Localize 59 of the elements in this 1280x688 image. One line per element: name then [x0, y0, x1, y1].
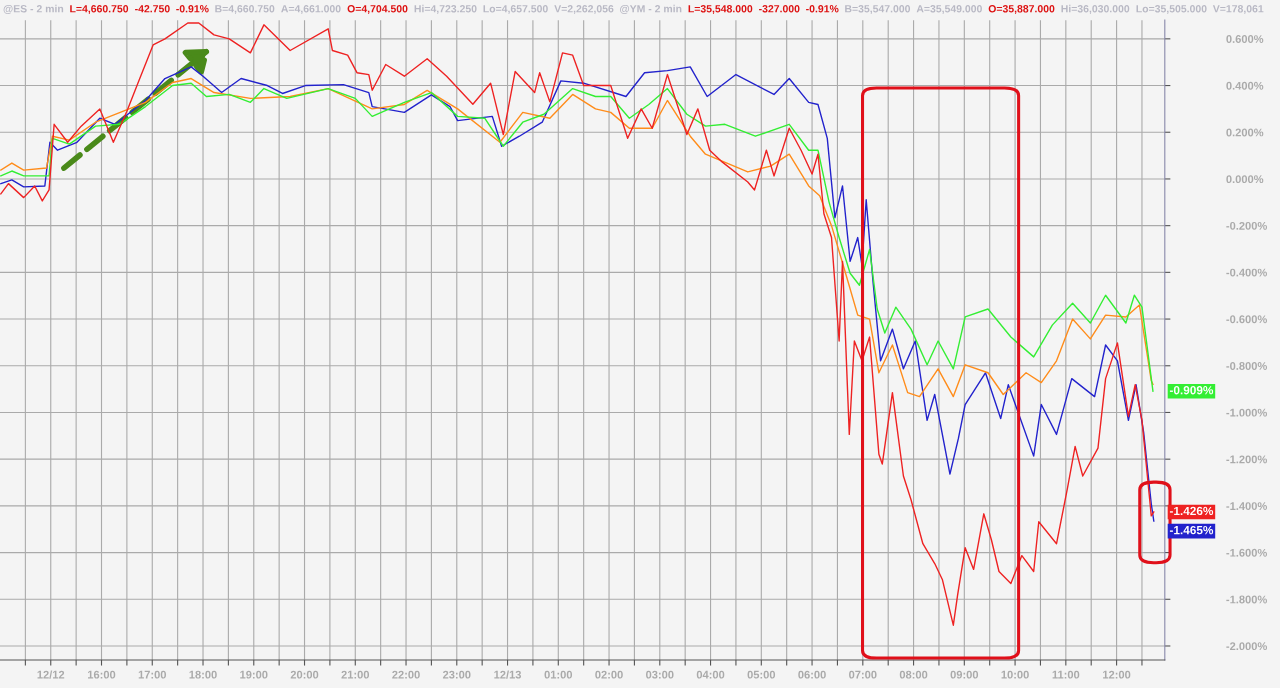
data-label: -1.426% — [1169, 506, 1214, 516]
x-tick-label: 02:00 — [595, 670, 623, 679]
text: O=35,887.000 — [988, 5, 1055, 14]
text: V=2,262,056 — [554, 5, 614, 14]
y-tick-label: -2.000% — [1226, 642, 1267, 651]
x-tick-label: 08:00 — [899, 670, 928, 679]
x-tick-label: 03:00 — [646, 670, 674, 679]
text: V=178,061 — [1212, 5, 1264, 14]
text: Hi=4,723.250 — [414, 4, 477, 14]
x-tick-label: 07:00 — [849, 670, 877, 679]
x-tick-label: 12/12 — [37, 670, 65, 679]
y-tick-label: -0.200% — [1226, 221, 1267, 230]
x-tick-label: 16:00 — [88, 670, 116, 679]
x-tick-label: 09:00 — [950, 670, 979, 679]
data-label: -1.465% — [1169, 525, 1214, 535]
x-tick-label: 11:00 — [1052, 670, 1080, 679]
text: -0.91% — [176, 5, 209, 13]
text: A=35,549.000 — [916, 5, 982, 14]
text: A=4,661.000 — [281, 5, 341, 14]
x-tick-label: 22:00 — [392, 670, 420, 679]
x-tick-label: 12:00 — [1103, 670, 1131, 679]
x-tick-label: 18:00 — [189, 670, 217, 679]
y-tick-label: -1.400% — [1226, 502, 1267, 511]
x-tick-label: 23:00 — [442, 670, 471, 679]
x-tick-label: 12/13 — [494, 670, 522, 679]
x-tick-label: 20:00 — [290, 670, 319, 679]
text: O=4,704.500 — [347, 5, 408, 14]
y-tick-label: -1.000% — [1226, 408, 1267, 417]
text: -0.91% — [806, 5, 839, 13]
text: Lo=35,505.000 — [1136, 5, 1207, 14]
x-tick-label: 01:00 — [544, 670, 573, 679]
text: B=35,547.000 — [845, 5, 911, 14]
y-tick-label: 0.000% — [1226, 175, 1264, 184]
data-label: -0.909% — [1169, 386, 1214, 395]
text: L=35,548.000 — [688, 5, 753, 14]
text: @YM - 2 min — [620, 4, 682, 14]
y-tick-label: -1.200% — [1226, 455, 1267, 464]
y-tick-label: 0.400% — [1226, 81, 1264, 90]
y-tick-label: 0.200% — [1226, 128, 1264, 137]
text: L=4,660.750 — [70, 5, 129, 14]
text: @ES - 2 min — [3, 4, 64, 14]
y-tick-label: -0.800% — [1226, 362, 1267, 370]
x-tick-label: 19:00 — [240, 670, 268, 679]
x-tick-label: 04:00 — [696, 670, 725, 679]
x-tick-label: 21:00 — [341, 670, 370, 679]
x-tick-label: 05:00 — [747, 670, 776, 679]
text: -42.750 — [135, 5, 170, 13]
x-tick-label: 10:00 — [1001, 670, 1029, 679]
x-tick-label: 06:00 — [798, 670, 826, 679]
text: -327.000 — [759, 5, 800, 13]
text: Lo=4,657.500 — [483, 5, 548, 14]
y-tick-label: -0.400% — [1226, 268, 1267, 277]
y-tick-label: -1.800% — [1226, 595, 1267, 604]
y-tick-label: -1.600% — [1226, 548, 1267, 557]
text: Hi=36,030.000 — [1061, 4, 1130, 14]
text: B=4,660.750 — [215, 5, 275, 14]
x-tick-label: 17:00 — [138, 670, 167, 679]
y-tick-label: 0.600% — [1226, 35, 1264, 43]
y-tick-label: -0.600% — [1226, 315, 1267, 324]
